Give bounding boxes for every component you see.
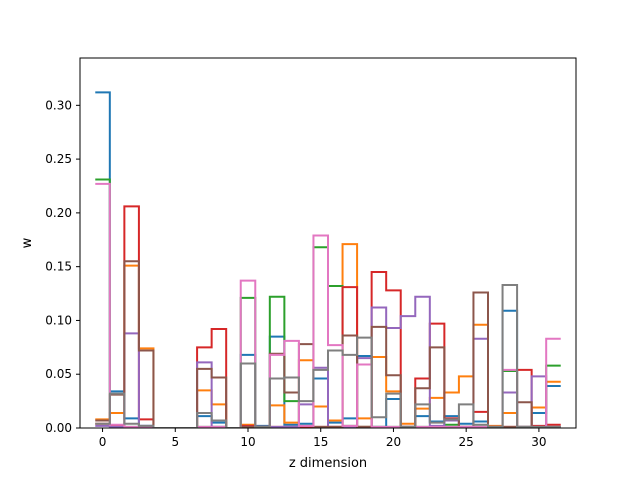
x-tick-label: 5 — [171, 435, 179, 449]
y-axis-label: w — [20, 237, 35, 248]
y-tick-label: 0.30 — [45, 98, 72, 112]
y-tick-label: 0.20 — [45, 206, 72, 220]
x-axis: 0 5 10 15 20 25 30 — [99, 428, 547, 449]
x-tick-label: 0 — [99, 435, 107, 449]
x-axis-label: z dimension — [289, 456, 367, 471]
x-tick-label: 20 — [386, 435, 401, 449]
y-tick-label: 0.05 — [45, 367, 72, 381]
y-tick-label: 0.15 — [45, 260, 72, 274]
y-tick-label: 0.10 — [45, 313, 72, 327]
chart: 0 5 10 15 20 25 30 0.00 0.05 0.10 0.15 0.20 0.25 0.3… — [0, 0, 640, 480]
y-tick-label: 0.25 — [45, 152, 72, 166]
x-tick-label: 30 — [531, 435, 546, 449]
x-tick-label: 15 — [313, 435, 328, 449]
y-tick-label: 0.00 — [45, 421, 72, 435]
y-axis: 0.00 0.05 0.10 0.15 0.20 0.25 0.30 — [45, 98, 80, 435]
x-tick-label: 25 — [459, 435, 474, 449]
x-tick-label: 10 — [240, 435, 255, 449]
